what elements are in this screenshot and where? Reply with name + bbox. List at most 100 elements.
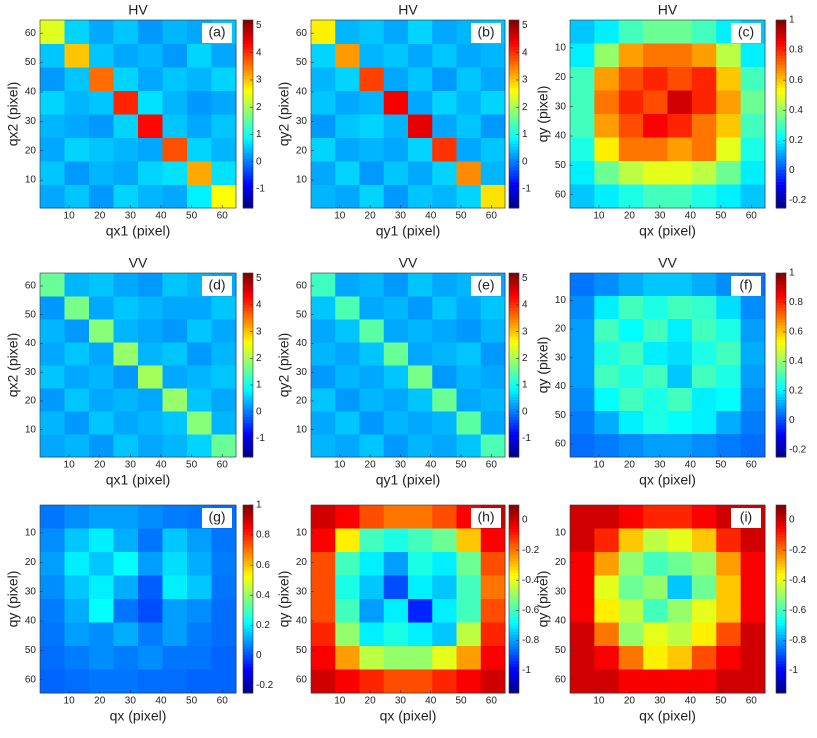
colorbar-step (776, 436, 786, 441)
heat-cell (383, 552, 409, 576)
y-tick-label: 30 (296, 116, 308, 127)
colorbar-step (243, 607, 253, 612)
colorbar-step (243, 687, 253, 691)
colorbar-step (776, 347, 786, 352)
colorbar-step (243, 675, 253, 679)
heat-cell (383, 575, 409, 600)
heat-cell (359, 575, 385, 600)
heat-cell (383, 528, 409, 553)
heat-cell (570, 434, 595, 458)
colorbar-step (776, 330, 786, 334)
y-tick-label: 60 (25, 674, 37, 685)
colorbar-step (243, 46, 253, 50)
heat-cell (162, 599, 188, 623)
panel-label: (f) (739, 277, 752, 293)
heat-cell (691, 622, 717, 647)
colorbar-step (509, 587, 519, 591)
heat-cell (691, 669, 717, 694)
heat-cell (113, 161, 139, 185)
panel-label-box (471, 23, 501, 43)
heat-cell (716, 43, 742, 68)
colorbar-step (509, 324, 519, 329)
heat-cell (432, 137, 457, 162)
y-axis-label: qy2 (pixel) (276, 333, 292, 398)
plot-frame (39, 19, 237, 209)
colorbar-step (243, 393, 253, 398)
heat-cell (456, 646, 482, 670)
x-tick-label: 40 (685, 460, 697, 471)
colorbar-step (243, 158, 253, 162)
y-tick-label: 40 (555, 616, 567, 627)
y-tick-label: 60 (25, 281, 37, 292)
colorbar-step (776, 507, 786, 512)
x-axis-label: qx (pixel) (110, 708, 167, 724)
heat-cell (64, 552, 90, 576)
heat-cell (138, 20, 163, 44)
colorbar-step (243, 184, 253, 188)
heat-cell (618, 296, 644, 320)
heat-cell (618, 20, 644, 44)
heat-cell (716, 161, 742, 185)
heat-cell (716, 365, 742, 389)
colorbar-step (776, 411, 786, 415)
y-tick-label: 50 (296, 309, 308, 320)
heat-cell (162, 184, 188, 209)
colorbar-step (776, 537, 786, 541)
heat-cell (480, 669, 506, 694)
colorbar-step (243, 69, 253, 74)
heat-cell (667, 505, 693, 529)
colorbar-step (776, 310, 786, 314)
y-tick-label: 20 (296, 396, 308, 407)
colorbar-tick-label: 0 (256, 406, 262, 417)
heat-cell (480, 388, 506, 412)
heat-cell (383, 599, 409, 623)
heat-cell (667, 114, 693, 138)
colorbar-tick-label: 0.2 (789, 135, 803, 146)
colorbar-step (243, 546, 253, 550)
colorbar-step (243, 367, 253, 372)
colorbar-step (509, 344, 519, 349)
colorbar-step (509, 273, 519, 277)
colorbar-step (243, 114, 253, 118)
colorbar-tick-label: -0.6 (789, 605, 807, 616)
heat-cell (594, 90, 620, 115)
colorbar-step (243, 290, 253, 294)
colorbar-step (776, 646, 786, 650)
heat-cell (311, 43, 336, 68)
colorbar-step (776, 158, 786, 162)
colorbar-tick-label: 2 (522, 353, 528, 364)
colorbar-step (243, 522, 253, 527)
colorbar-tick-label: 0.2 (256, 620, 270, 631)
colorbar-step (243, 122, 253, 127)
colorbar-tick-label: 4 (522, 300, 528, 311)
heat-cell (716, 67, 742, 91)
y-tick-label: 30 (25, 586, 37, 597)
heat-cell (64, 669, 90, 694)
heat-cell (138, 43, 163, 68)
heat-cell (359, 319, 385, 343)
colorbar-step (243, 116, 253, 121)
colorbar-step (243, 296, 253, 300)
panel-label: (g) (208, 509, 225, 525)
colorbar-step (509, 370, 519, 375)
colorbar-step (243, 344, 253, 349)
colorbar-step (776, 319, 786, 323)
colorbar-step (243, 336, 253, 340)
colorbar-step (776, 619, 786, 623)
heat-cell (456, 388, 482, 412)
colorbar-step (509, 319, 519, 323)
heat-cell (456, 528, 482, 553)
colorbar-step (243, 575, 253, 579)
heat-cell (359, 622, 385, 647)
colorbar-step (509, 428, 519, 432)
colorbar-step (243, 525, 253, 529)
heat-cell (480, 161, 506, 185)
heat-cell (335, 505, 360, 529)
heat-cell (383, 319, 409, 343)
colorbar-step (509, 376, 519, 380)
colorbar-step (509, 365, 519, 369)
heat-cell (691, 114, 717, 138)
x-tick-label: 20 (365, 460, 377, 471)
heat-cell (211, 90, 237, 115)
colorbar-step (776, 399, 786, 403)
